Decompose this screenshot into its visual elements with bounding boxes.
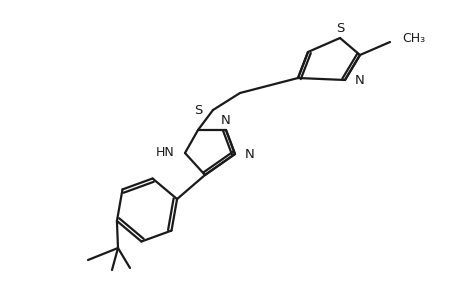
Text: HN: HN — [156, 146, 174, 160]
Text: S: S — [335, 22, 343, 34]
Text: CH₃: CH₃ — [401, 32, 424, 44]
Text: N: N — [221, 113, 230, 127]
Text: N: N — [245, 148, 254, 160]
Text: S: S — [194, 103, 202, 116]
Text: N: N — [354, 74, 364, 86]
